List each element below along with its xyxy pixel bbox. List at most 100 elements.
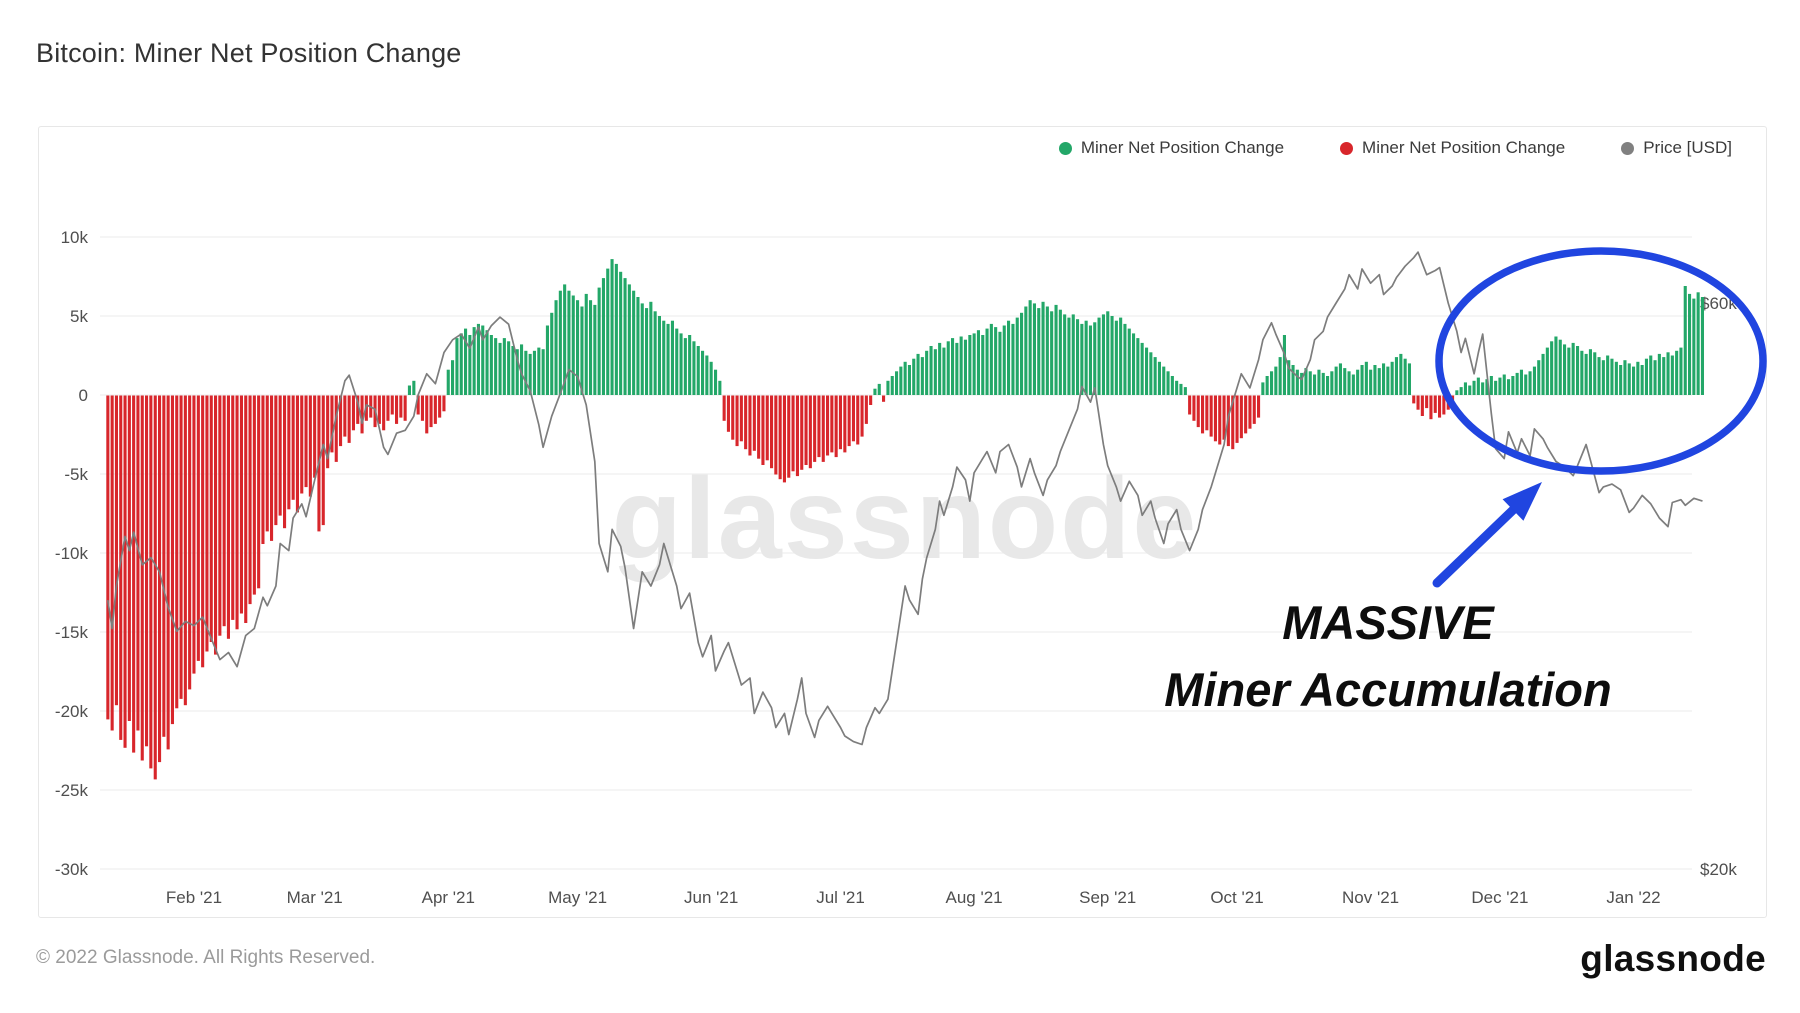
bar[interactable] bbox=[877, 383, 881, 395]
bar[interactable] bbox=[356, 395, 360, 424]
bar[interactable] bbox=[537, 347, 541, 395]
bar[interactable] bbox=[696, 346, 700, 395]
bar[interactable] bbox=[162, 395, 166, 737]
bar[interactable] bbox=[433, 395, 437, 424]
bar[interactable] bbox=[1248, 395, 1252, 429]
bar[interactable] bbox=[1588, 349, 1592, 395]
bar[interactable] bbox=[670, 320, 674, 395]
bar[interactable] bbox=[1524, 374, 1528, 396]
bar[interactable] bbox=[1222, 395, 1226, 440]
bar[interactable] bbox=[614, 263, 618, 395]
bar[interactable] bbox=[955, 342, 959, 395]
bar[interactable] bbox=[886, 380, 890, 395]
bar[interactable] bbox=[1567, 347, 1571, 395]
bar[interactable] bbox=[1390, 361, 1394, 395]
bar[interactable] bbox=[1407, 363, 1411, 395]
bar[interactable] bbox=[847, 395, 851, 447]
bar[interactable] bbox=[1166, 371, 1170, 395]
bar[interactable] bbox=[321, 395, 325, 526]
bar[interactable] bbox=[407, 385, 411, 396]
bar[interactable] bbox=[1455, 390, 1459, 395]
bar[interactable] bbox=[963, 339, 967, 395]
bar[interactable] bbox=[1563, 344, 1567, 395]
bar[interactable] bbox=[438, 395, 442, 418]
bar[interactable] bbox=[1123, 323, 1127, 395]
bar[interactable] bbox=[968, 335, 972, 395]
bar[interactable] bbox=[502, 338, 506, 395]
bar[interactable] bbox=[942, 347, 946, 395]
bar[interactable] bbox=[1235, 395, 1239, 443]
bar[interactable] bbox=[1463, 382, 1467, 395]
bar[interactable] bbox=[442, 395, 446, 412]
bar[interactable] bbox=[933, 349, 937, 395]
bar[interactable] bbox=[601, 278, 605, 395]
bar[interactable] bbox=[1369, 369, 1373, 395]
bar[interactable] bbox=[1037, 308, 1041, 395]
bar[interactable] bbox=[907, 365, 911, 395]
bar[interactable] bbox=[946, 341, 950, 395]
bar[interactable] bbox=[765, 395, 769, 461]
bar[interactable] bbox=[248, 395, 252, 605]
bar[interactable] bbox=[1532, 366, 1536, 395]
bar[interactable] bbox=[1313, 374, 1317, 396]
bar[interactable] bbox=[1399, 353, 1403, 395]
bar[interactable] bbox=[1351, 374, 1355, 396]
bar[interactable] bbox=[1201, 395, 1205, 434]
bar[interactable] bbox=[705, 355, 709, 396]
bar[interactable] bbox=[1364, 361, 1368, 395]
bar[interactable] bbox=[826, 395, 830, 456]
bar[interactable] bbox=[563, 284, 567, 395]
bar[interactable] bbox=[718, 380, 722, 395]
bar[interactable] bbox=[675, 328, 679, 395]
bar[interactable] bbox=[774, 395, 778, 475]
bar[interactable] bbox=[580, 306, 584, 396]
bar[interactable] bbox=[679, 333, 683, 395]
bar[interactable] bbox=[714, 369, 718, 395]
bar[interactable] bbox=[1101, 314, 1105, 395]
bar[interactable] bbox=[981, 335, 985, 395]
bar[interactable] bbox=[1382, 363, 1386, 395]
bar[interactable] bbox=[183, 395, 187, 706]
bar[interactable] bbox=[545, 325, 549, 396]
bar[interactable] bbox=[1394, 357, 1398, 395]
bar[interactable] bbox=[1153, 357, 1157, 395]
bar[interactable] bbox=[1425, 395, 1429, 409]
bar[interactable] bbox=[274, 395, 278, 526]
bar[interactable] bbox=[1106, 311, 1110, 395]
bar[interactable] bbox=[692, 341, 696, 395]
bar[interactable] bbox=[188, 395, 192, 690]
bar[interactable] bbox=[291, 395, 295, 500]
bar[interactable] bbox=[166, 395, 170, 750]
bar[interactable] bbox=[731, 395, 735, 440]
bar[interactable] bbox=[1041, 301, 1045, 395]
bar[interactable] bbox=[1270, 371, 1274, 395]
bar[interactable] bbox=[1403, 358, 1407, 395]
bar[interactable] bbox=[1580, 350, 1584, 395]
bar[interactable] bbox=[158, 395, 162, 763]
bar[interactable] bbox=[761, 395, 765, 466]
bar[interactable] bbox=[377, 395, 381, 424]
bar[interactable] bbox=[1485, 379, 1489, 395]
bar[interactable] bbox=[735, 395, 739, 447]
bar[interactable] bbox=[856, 395, 860, 445]
bar[interactable] bbox=[1291, 365, 1295, 395]
bar[interactable] bbox=[1696, 292, 1700, 395]
bar[interactable] bbox=[270, 395, 274, 541]
bar[interactable] bbox=[1287, 360, 1291, 395]
bar[interactable] bbox=[1619, 365, 1623, 395]
bar[interactable] bbox=[1179, 383, 1183, 395]
bar[interactable] bbox=[1278, 357, 1282, 395]
bar[interactable] bbox=[261, 395, 265, 545]
bar[interactable] bbox=[110, 395, 114, 731]
bar[interactable] bbox=[782, 395, 786, 483]
bar[interactable] bbox=[403, 395, 407, 421]
bar[interactable] bbox=[201, 395, 205, 668]
bar[interactable] bbox=[739, 395, 743, 442]
bar[interactable] bbox=[701, 350, 705, 395]
bar[interactable] bbox=[1192, 395, 1196, 421]
bar[interactable] bbox=[179, 395, 183, 699]
bar[interactable] bbox=[226, 395, 230, 639]
bar[interactable] bbox=[938, 342, 942, 395]
bar[interactable] bbox=[278, 395, 282, 516]
bar[interactable] bbox=[1080, 323, 1084, 395]
